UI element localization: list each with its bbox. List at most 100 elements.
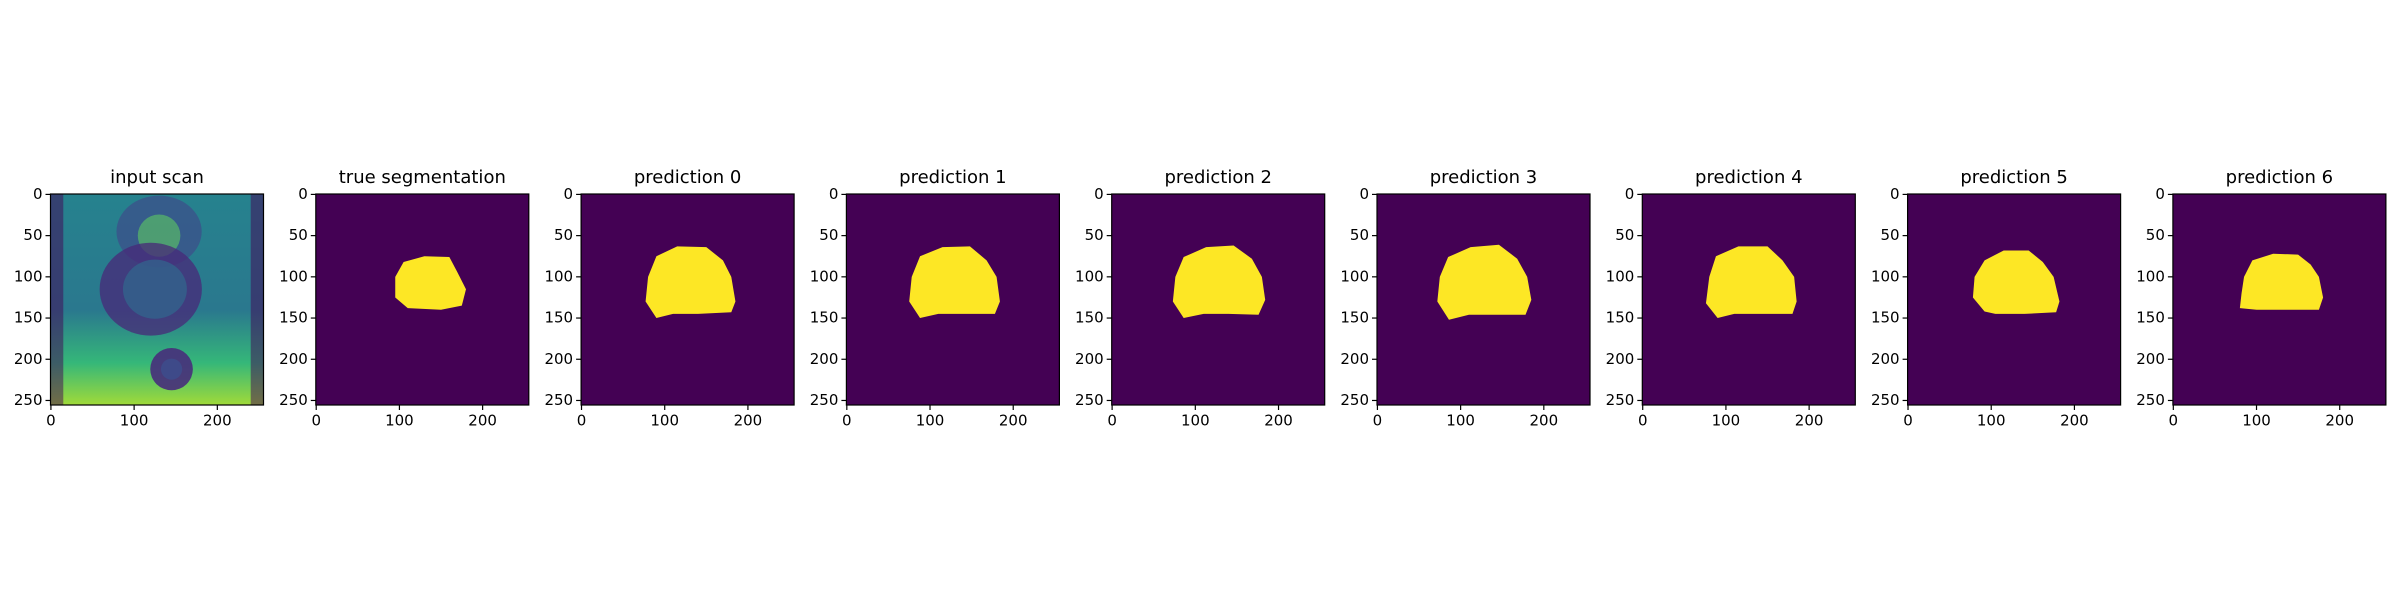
y-tick-label: 200 bbox=[1871, 350, 1900, 368]
y-tick-label: 150 bbox=[1871, 309, 1900, 327]
mask-region bbox=[1172, 245, 1266, 319]
y-tick-label: 200 bbox=[14, 350, 43, 368]
y-tick-label: 50 bbox=[1350, 226, 1369, 244]
y-tick-label: 50 bbox=[1085, 226, 1104, 244]
mask-region bbox=[909, 246, 1000, 319]
x-tick-label: 200 bbox=[203, 412, 232, 430]
x-tick-label: 0 bbox=[577, 412, 587, 430]
y-tick-label: 100 bbox=[1871, 267, 1900, 285]
mask-region bbox=[395, 256, 466, 310]
y-tick-label: 200 bbox=[810, 350, 839, 368]
x-tick-label: 100 bbox=[1712, 412, 1741, 430]
y-tick-label: 250 bbox=[1075, 391, 1104, 409]
y-tick-label: 50 bbox=[1615, 226, 1634, 244]
y-tick-label: 0 bbox=[1625, 185, 1635, 203]
x-tick-label: 200 bbox=[1264, 412, 1293, 430]
axes-frame bbox=[845, 193, 1061, 406]
subplot: prediction 3 0 100 200 0 50 100 150 200 250 bbox=[1340, 167, 1591, 430]
y-tick-label: 0 bbox=[2155, 185, 2165, 203]
subplot-title: prediction 1 bbox=[899, 167, 1006, 188]
axes-frame bbox=[580, 193, 795, 406]
axes-frame bbox=[1111, 193, 1326, 406]
x-tick-label: 200 bbox=[1795, 412, 1824, 430]
image bbox=[1907, 194, 2121, 405]
subplot: prediction 4 0 100 200 0 50 100 150 200 250 bbox=[1606, 167, 1856, 430]
y-tick-label: 150 bbox=[1340, 309, 1369, 327]
image bbox=[846, 194, 1060, 405]
subplot-title: prediction 5 bbox=[1960, 167, 2067, 188]
scan-edge bbox=[250, 194, 264, 405]
y-tick-label: 0 bbox=[1094, 185, 1104, 203]
x-tick-label: 200 bbox=[2325, 412, 2354, 430]
x-tick-label: 200 bbox=[734, 412, 763, 430]
image bbox=[50, 194, 264, 405]
subplot: input scan 0 100 200 0 50 100 150 200 250 bbox=[14, 167, 265, 430]
y-tick-label: 0 bbox=[564, 185, 574, 203]
subplot-title: input scan bbox=[110, 167, 204, 188]
y-tick-label: 200 bbox=[1075, 350, 1104, 368]
y-tick-label: 200 bbox=[1606, 350, 1635, 368]
y-tick-label: 0 bbox=[33, 185, 43, 203]
subplot-title: prediction 6 bbox=[2226, 167, 2333, 188]
y-tick-label: 250 bbox=[1340, 391, 1369, 409]
y-tick-label: 0 bbox=[829, 185, 839, 203]
y-tick-label: 50 bbox=[289, 226, 308, 244]
y-tick-label: 150 bbox=[544, 309, 573, 327]
image bbox=[581, 194, 795, 405]
subplot-title: prediction 4 bbox=[1695, 167, 1802, 188]
image bbox=[1642, 194, 1856, 405]
x-tick-label: 0 bbox=[842, 412, 852, 430]
y-tick-label: 250 bbox=[279, 391, 308, 409]
image bbox=[1377, 194, 1590, 405]
x-tick-label: 100 bbox=[120, 412, 149, 430]
subplot: prediction 5 0 100 200 0 50 100 150 200 250 bbox=[1871, 167, 2122, 430]
y-tick-label: 0 bbox=[1890, 185, 1900, 203]
y-tick-label: 0 bbox=[298, 185, 308, 203]
x-tick-label: 0 bbox=[46, 412, 56, 430]
subplot: prediction 6 0 100 200 0 50 100 150 200 250 bbox=[2136, 167, 2387, 430]
x-tick-label: 100 bbox=[1977, 412, 2006, 430]
subplot: prediction 0 0 100 200 0 50 100 150 200 250 bbox=[544, 167, 795, 430]
y-tick-label: 250 bbox=[544, 391, 573, 409]
x-tick-label: 200 bbox=[1530, 412, 1559, 430]
subplot: prediction 2 0 100 200 0 50 100 150 200 250 bbox=[1075, 167, 1326, 430]
subplot-title: prediction 2 bbox=[1164, 167, 1271, 188]
mask-region bbox=[2239, 253, 2324, 310]
x-tick-label: 100 bbox=[916, 412, 945, 430]
scan-edge bbox=[50, 194, 64, 405]
x-tick-label: 0 bbox=[1903, 412, 1913, 430]
y-tick-label: 200 bbox=[544, 350, 573, 368]
y-tick-label: 0 bbox=[1359, 185, 1369, 203]
mask-region bbox=[1705, 246, 1797, 319]
y-tick-label: 150 bbox=[1606, 309, 1635, 327]
y-tick-label: 250 bbox=[810, 391, 839, 409]
y-tick-label: 100 bbox=[2136, 267, 2165, 285]
y-tick-label: 100 bbox=[544, 267, 573, 285]
image bbox=[1111, 194, 1325, 405]
axes-frame bbox=[1376, 193, 1591, 406]
y-tick-label: 100 bbox=[279, 267, 308, 285]
y-tick-label: 250 bbox=[1871, 391, 1900, 409]
y-tick-label: 100 bbox=[1606, 267, 1635, 285]
y-tick-label: 50 bbox=[1881, 226, 1900, 244]
subplot: true segmentation 0 100 200 0 50 100 150 200 250 bbox=[279, 167, 530, 430]
axes-frame bbox=[1906, 193, 2122, 406]
y-tick-label: 50 bbox=[2146, 226, 2165, 244]
x-tick-label: 100 bbox=[385, 412, 414, 430]
x-tick-label: 100 bbox=[1446, 412, 1475, 430]
x-tick-label: 200 bbox=[468, 412, 497, 430]
mask-region bbox=[645, 246, 736, 319]
x-tick-label: 200 bbox=[2060, 412, 2089, 430]
axes-frame bbox=[1641, 193, 1856, 406]
y-tick-label: 250 bbox=[1606, 391, 1635, 409]
mask-region bbox=[1437, 244, 1532, 320]
x-tick-label: 0 bbox=[1107, 412, 1117, 430]
y-tick-label: 200 bbox=[2136, 350, 2165, 368]
y-tick-label: 50 bbox=[554, 226, 573, 244]
image bbox=[2172, 194, 2386, 405]
axes-frame bbox=[2172, 193, 2387, 406]
scan-region bbox=[122, 259, 187, 319]
subplot-title: prediction 0 bbox=[634, 167, 741, 188]
